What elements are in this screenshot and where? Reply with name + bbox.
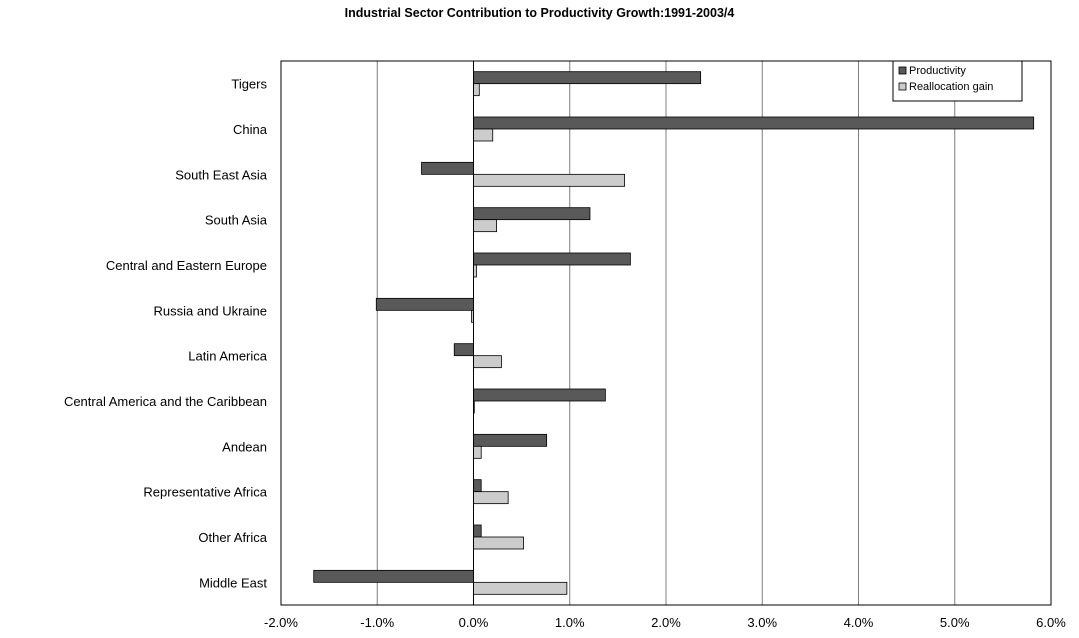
x-tick-label: -1.0% (360, 615, 394, 630)
gridlines (280, 60, 1052, 606)
bar-productivity (473, 252, 631, 266)
plot-frame (280, 60, 1052, 606)
chart-title: Industrial Sector Contribution to Produc… (344, 6, 735, 20)
bar-reallocation-gain (473, 355, 502, 369)
bar-reallocation-gain (473, 219, 498, 233)
x-tick-label: -2.0% (264, 615, 298, 630)
bar-reallocation-gain (473, 128, 494, 142)
bar-productivity (473, 524, 482, 538)
category-label: South Asia (205, 213, 268, 228)
category-label: Andean (222, 439, 267, 454)
category-label: Representative Africa (143, 485, 267, 500)
bar-productivity (473, 433, 548, 447)
bar-productivity (313, 569, 474, 583)
bar-productivity (421, 161, 474, 175)
category-label: South East Asia (175, 167, 268, 182)
category-label: China (233, 122, 268, 137)
bar-reallocation-gain (473, 173, 626, 187)
bar-productivity (375, 297, 474, 311)
category-label: Latin America (188, 349, 268, 364)
bar-reallocation-gain (473, 445, 482, 459)
category-label: Other Africa (198, 530, 267, 545)
legend-swatch (898, 66, 907, 75)
legend: Productivity Reallocation gain (892, 60, 1023, 102)
category-label: Tigers (231, 77, 267, 92)
bars (313, 61, 1035, 605)
bar-productivity (473, 388, 606, 402)
x-tick-label: 6.0% (1036, 615, 1066, 630)
x-tick-label: 5.0% (940, 615, 970, 630)
x-tick-label: 2.0% (651, 615, 681, 630)
x-tick-label: 1.0% (555, 615, 585, 630)
category-label: Central America and the Caribbean (64, 394, 267, 409)
bar-reallocation-gain (473, 581, 568, 595)
x-tick-label: 4.0% (844, 615, 874, 630)
bar-reallocation-gain (473, 536, 524, 550)
legend-label: Reallocation gain (909, 81, 993, 93)
bar-productivity (473, 116, 1035, 130)
x-axis-tick-labels: -2.0% -1.0% 0.0% 1.0% 2.0% 3.0% 4.0% 5.0% 6.0% (264, 615, 1066, 630)
category-label: Russia and Ukraine (154, 303, 267, 318)
x-tick-label: 3.0% (747, 615, 777, 630)
legend-box (892, 60, 1023, 102)
legend-label: Productivity (909, 65, 966, 77)
x-tick-label: 0.0% (459, 615, 489, 630)
bar-reallocation-gain (473, 83, 480, 97)
category-labels: Tigers China South East Asia South Asia Cent… (64, 77, 268, 591)
legend-swatch (898, 82, 907, 91)
bar-productivity (453, 343, 474, 357)
category-label: Central and Eastern Europe (106, 258, 267, 273)
bar-reallocation-gain (473, 491, 509, 505)
bar-productivity (473, 71, 702, 85)
bar-productivity (473, 479, 482, 493)
category-label: Middle East (199, 575, 267, 590)
bar-productivity (473, 207, 591, 221)
